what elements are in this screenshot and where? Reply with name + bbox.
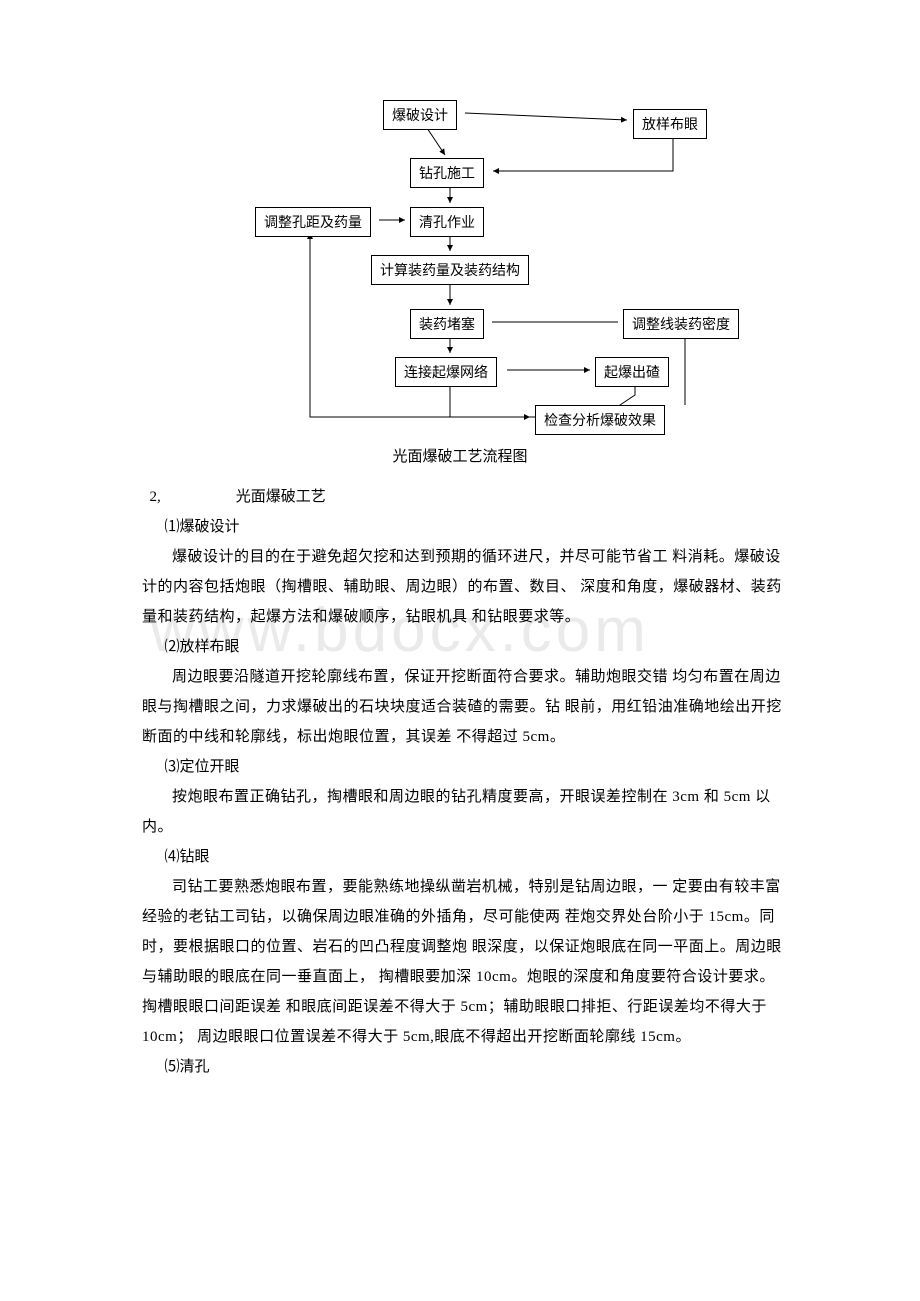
flowchart-node-design: 爆破设计: [383, 100, 457, 130]
section-heading: 2, 光面爆破工艺: [142, 482, 782, 512]
document-body: 2, 光面爆破工艺 ⑴爆破设计 爆破设计的目的在于避免超欠挖和达到预期的循环进尺…: [142, 482, 782, 1082]
flowchart-container: 爆破设计 放样布眼 钻孔施工 调整孔距及药量 清孔作业 计算装药量及装药结构 装…: [255, 95, 805, 435]
flowchart-node-clean: 清孔作业: [410, 207, 484, 237]
flowchart-arrows: [255, 95, 805, 435]
flowchart-node-inspect: 检查分析爆破效果: [535, 405, 665, 435]
subheading-4: ⑷钻眼: [142, 842, 782, 872]
section-number: 2,: [142, 482, 232, 512]
flowchart-node-fire: 起爆出碴: [595, 357, 669, 387]
flowchart-node-calc: 计算装药量及装药结构: [371, 255, 529, 285]
paragraph-2: 周边眼要沿隧道开挖轮廓线布置，保证开挖断面符合要求。辅助炮眼交错 均匀布置在周边…: [142, 662, 782, 752]
flowchart-node-drill: 钻孔施工: [410, 158, 484, 188]
subheading-1: ⑴爆破设计: [142, 512, 782, 542]
flowchart-node-adjust-density: 调整线装药密度: [623, 309, 739, 339]
subheading-5: ⑸清孔: [142, 1052, 782, 1082]
flowchart-node-layout: 放样布眼: [633, 109, 707, 139]
paragraph-1: 爆破设计的目的在于避免超欠挖和达到预期的循环进尺，并尽可能节省工 料消耗。爆破设…: [142, 542, 782, 632]
flowchart-node-connect: 连接起爆网络: [395, 357, 497, 387]
subheading-3: ⑶定位开眼: [142, 752, 782, 782]
flowchart-caption: 光面爆破工艺流程图: [0, 445, 920, 466]
section-title: 光面爆破工艺: [236, 489, 326, 505]
flowchart-node-load: 装药堵塞: [410, 309, 484, 339]
paragraph-3: 按炮眼布置正确钻孔，掏槽眼和周边眼的钻孔精度要高，开眼误差控制在 3cm 和 5…: [142, 782, 782, 842]
subheading-2: ⑵放样布眼: [142, 632, 782, 662]
flowchart-node-adjust-hole: 调整孔距及药量: [255, 207, 371, 237]
paragraph-4: 司钻工要熟悉炮眼布置，要能熟练地操纵凿岩机械，特别是钻周边眼，一 定要由有较丰富…: [142, 872, 782, 1052]
